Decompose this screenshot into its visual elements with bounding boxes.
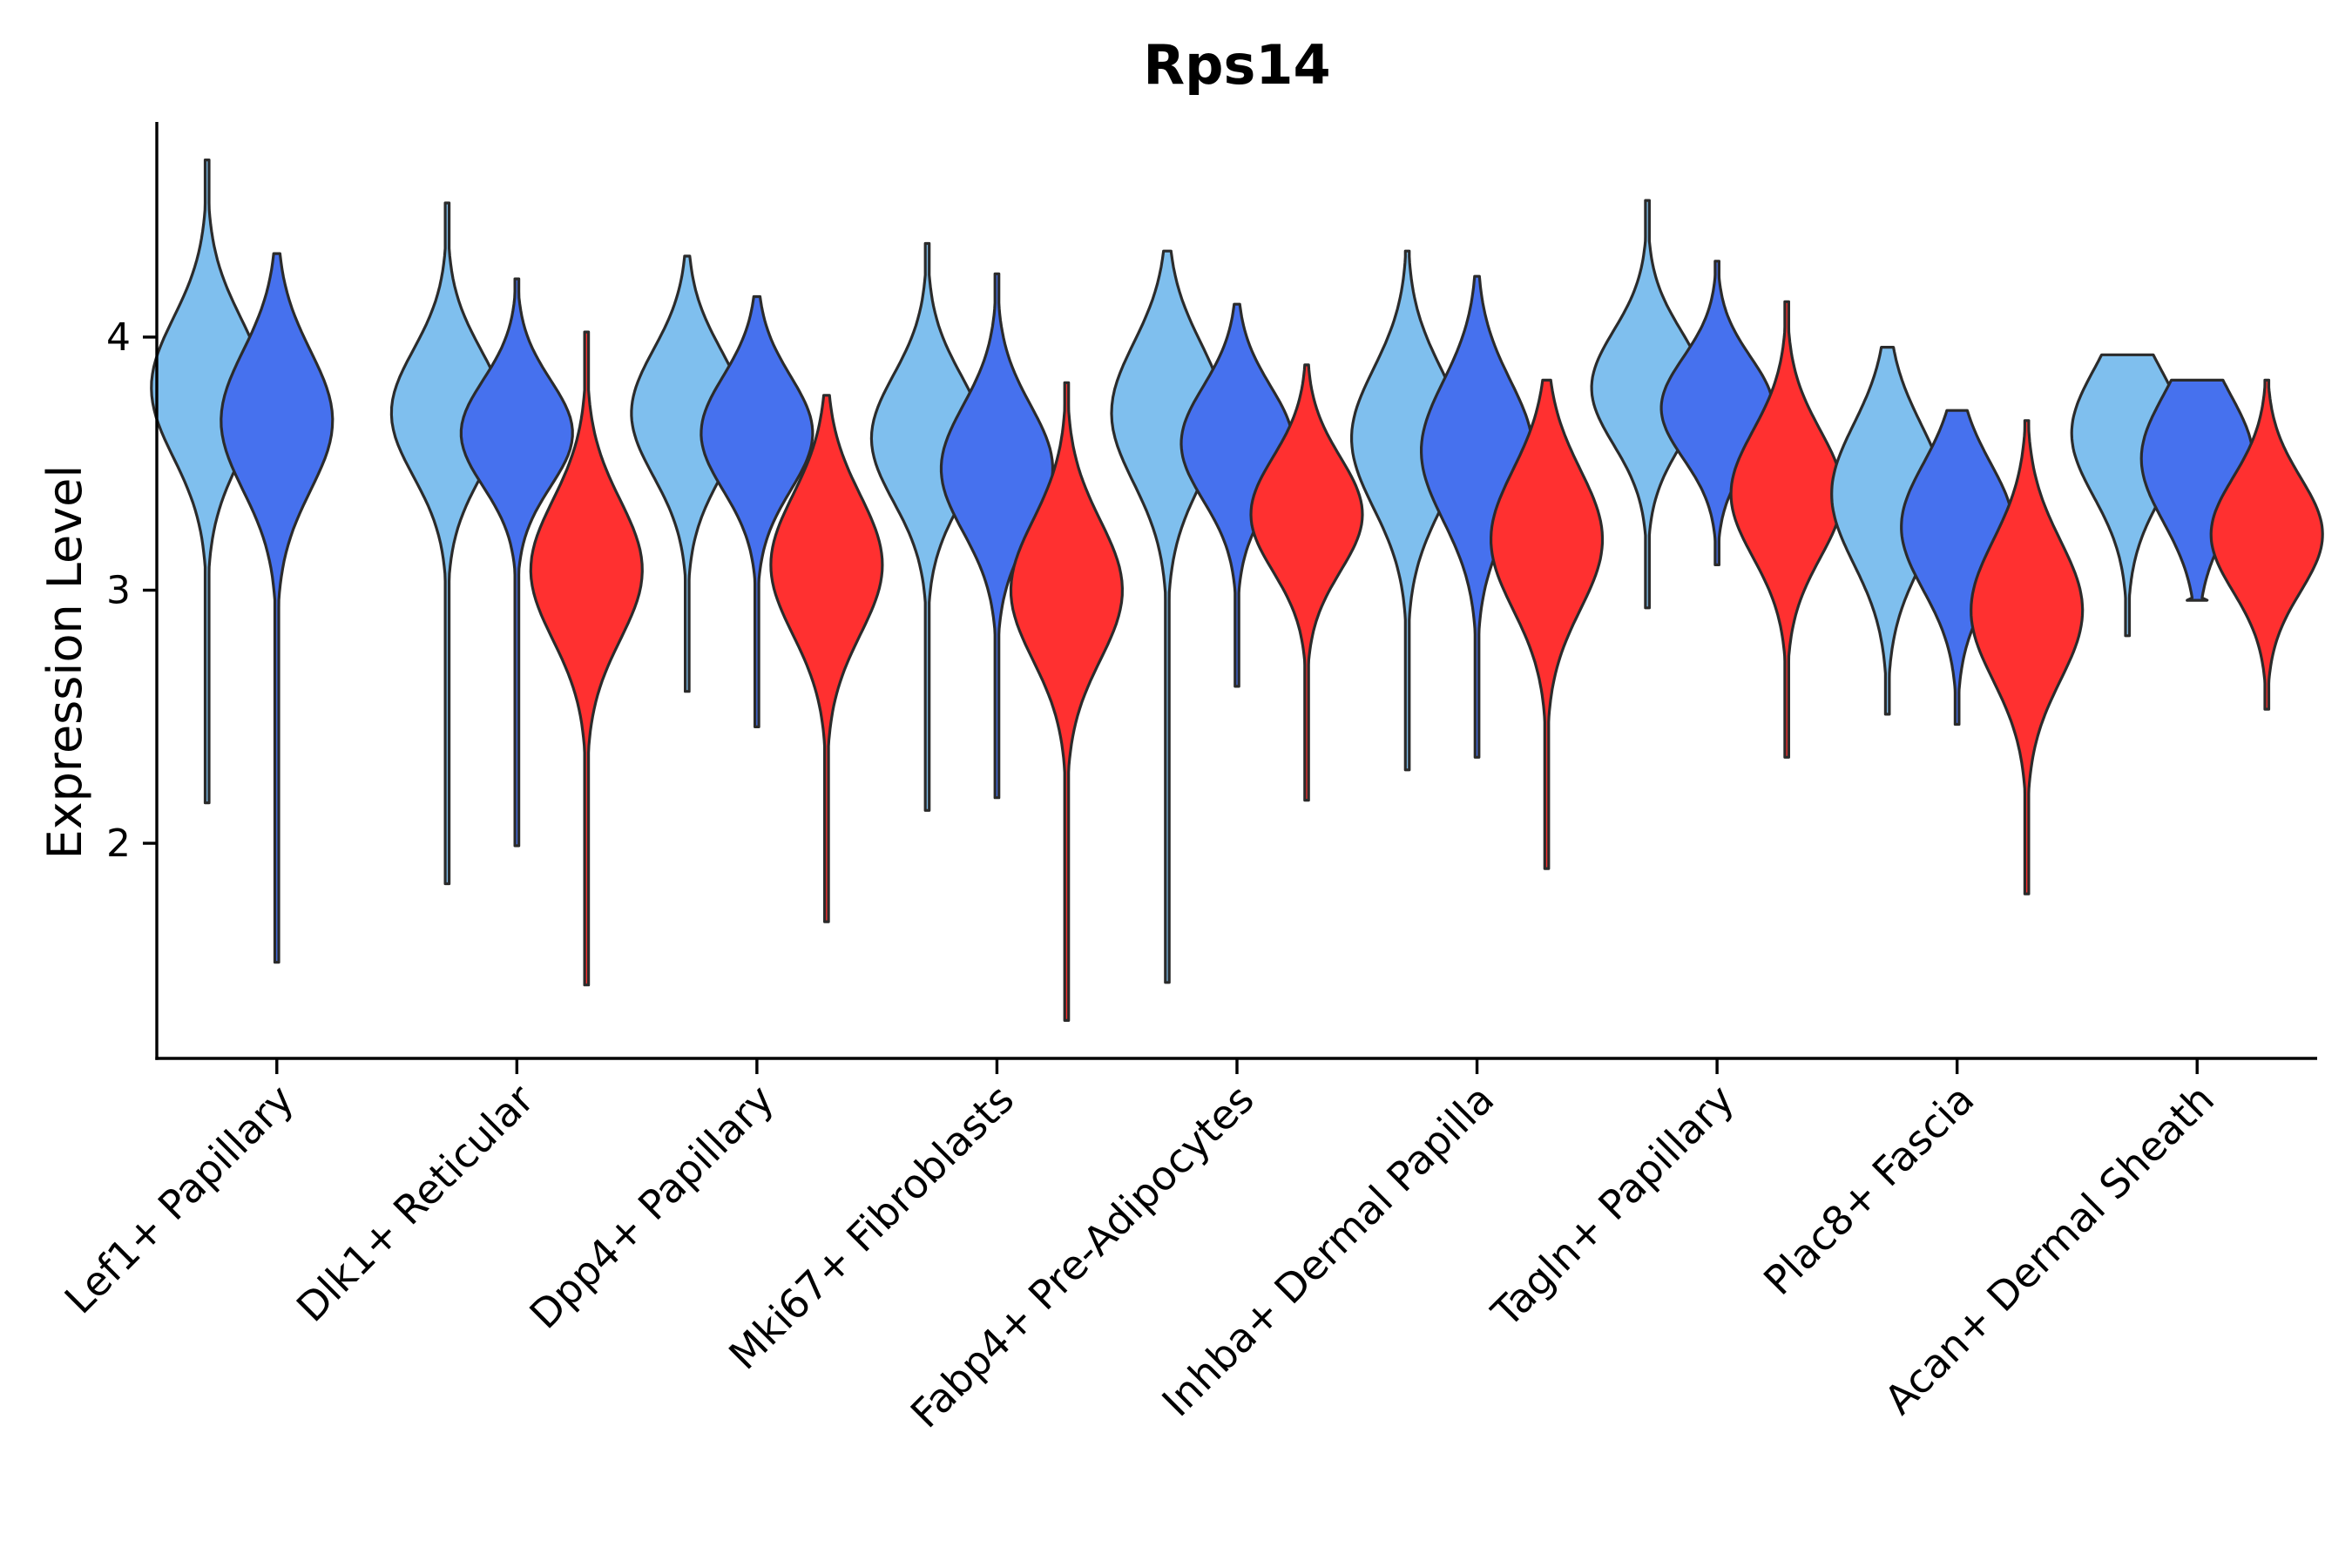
- x-tick-label: Dpp4+ Papillary: [520, 1076, 782, 1338]
- violin-7-2: [1659, 260, 1774, 566]
- violin-2-3: [529, 330, 644, 987]
- violin-4-2: [939, 272, 1054, 800]
- violin-6-3: [1490, 378, 1605, 870]
- violin-5-3: [1249, 363, 1364, 802]
- violin-layer: [150, 159, 2324, 1022]
- violin-7-3: [1729, 300, 1844, 759]
- chart-title: Rps14: [1143, 33, 1330, 97]
- violin-4-3: [1009, 381, 1124, 1022]
- violin-2-2: [459, 277, 574, 848]
- y-axis-label: Expression Level: [37, 465, 92, 860]
- y-tick-label: 2: [106, 821, 131, 866]
- violin-9-3: [2209, 378, 2324, 711]
- violin-2-1: [389, 201, 504, 886]
- violin-7-1: [1590, 199, 1705, 610]
- violin-1-2: [220, 252, 335, 964]
- violin-5-1: [1110, 249, 1225, 984]
- x-tick-label: Lef1+ Papillary: [56, 1076, 303, 1323]
- y-tick-label: 3: [106, 569, 131, 613]
- violin-3-2: [700, 294, 814, 728]
- y-tick-label: 4: [106, 315, 131, 360]
- x-tick-label: Tagln+ Papillary: [1482, 1076, 1743, 1337]
- x-tick-label: Plac8+ Fascia: [1754, 1076, 1983, 1304]
- x-tick-label: Dlk1+ Reticular: [287, 1076, 543, 1331]
- violin-8-3: [1970, 419, 2085, 896]
- violin-3-3: [769, 394, 884, 923]
